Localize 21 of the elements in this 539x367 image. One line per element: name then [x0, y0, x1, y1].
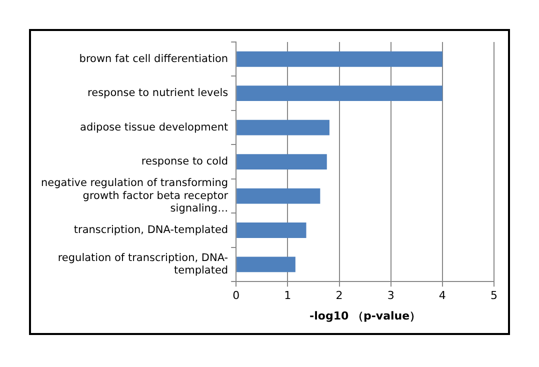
- bar: [236, 256, 296, 272]
- bar: [236, 51, 442, 67]
- x-tick-label: 0: [232, 289, 240, 302]
- bar: [236, 120, 330, 136]
- x-tick-label: 2: [336, 289, 343, 302]
- bar: [236, 86, 442, 102]
- y-tick-label: transcription, DNA-templated: [74, 224, 228, 236]
- x-tick-label: 3: [387, 289, 394, 302]
- y-tick-label: regulation of transcription, DNA-templated: [58, 252, 228, 277]
- y-tick-label: adipose tissue development: [80, 121, 228, 134]
- y-tick-label: response to cold: [141, 156, 228, 168]
- bar: [236, 154, 327, 170]
- bar: [236, 222, 306, 238]
- y-tick-label: brown fat cell differentiation: [79, 52, 228, 65]
- y-tick-label: negative regulation of transforming growth factor beta receptor signaling…: [40, 177, 229, 214]
- x-tick-label: 5: [490, 289, 498, 302]
- x-axis-title: -log10 （p-value）: [310, 309, 421, 322]
- y-tick-label: response to nutrient levels: [88, 87, 228, 100]
- x-tick-label: 4: [438, 289, 446, 302]
- bar: [236, 188, 320, 204]
- x-tick-label: 1: [284, 289, 292, 302]
